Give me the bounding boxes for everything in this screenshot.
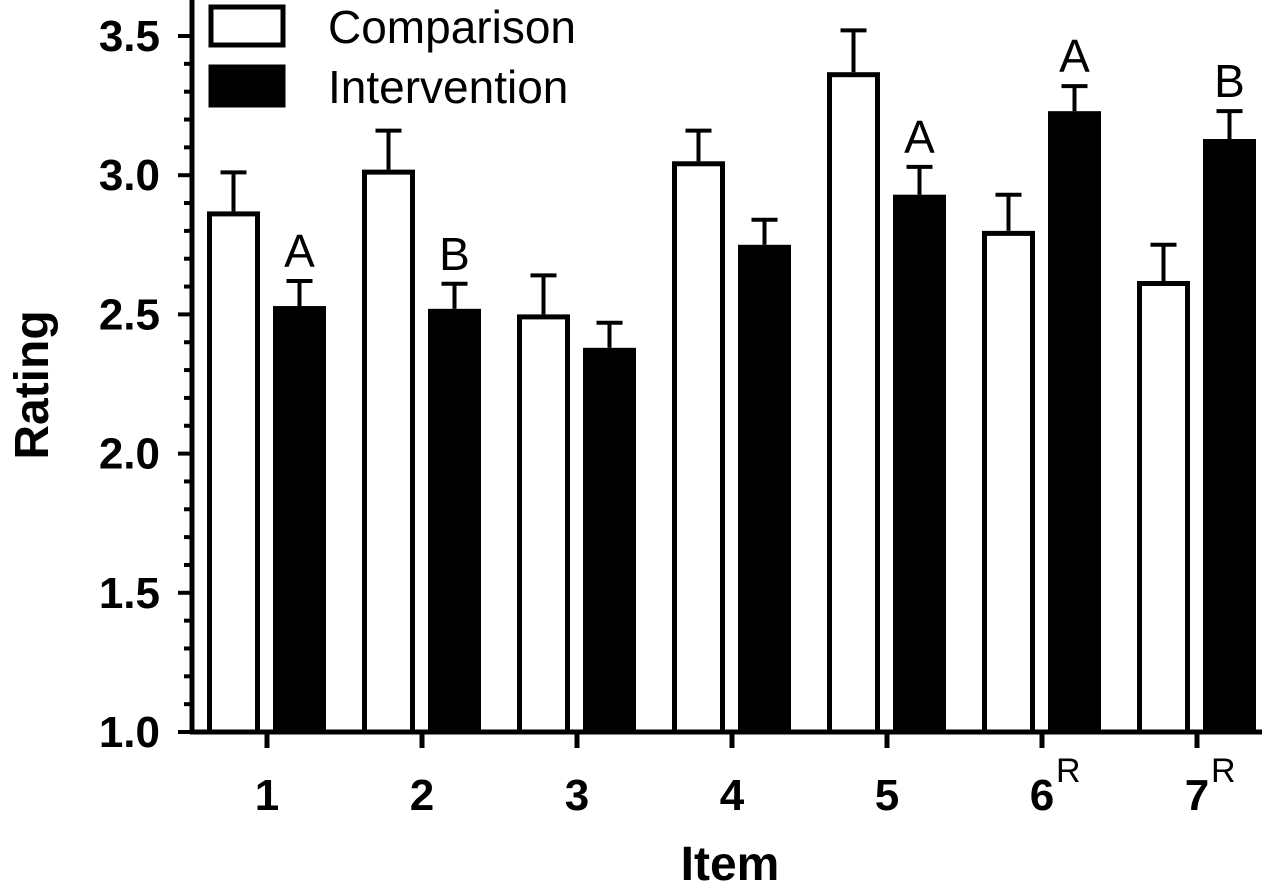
- bar-comparison-6: [982, 230, 1035, 735]
- bars: A B A A B: [207, 28, 1256, 735]
- x-tick-superscript-7: R: [1211, 752, 1236, 790]
- bar-comparison-2: [362, 169, 415, 735]
- axes: 1.01.52.02.53.03.51 2 3 4 5 6 R 7 R: [99, 0, 1262, 820]
- x-tick-label-2: 2: [410, 771, 434, 820]
- significance-label-6: A: [1059, 30, 1090, 82]
- x-tick-label-5: 5: [875, 771, 899, 820]
- x-tick-label-3: 3: [565, 771, 589, 820]
- x-tick-superscript-6: R: [1056, 752, 1081, 790]
- y-tick-label-3.5: 3.5: [99, 12, 160, 61]
- x-axis-title: Item: [681, 838, 780, 890]
- bar-intervention-1: [273, 306, 326, 735]
- x-tick-label-6: 6: [1030, 771, 1054, 820]
- bar-intervention-6: [1048, 111, 1101, 735]
- bar-comparison-4: [672, 161, 725, 735]
- bar-intervention-3: [583, 347, 636, 735]
- y-tick-label-1.5: 1.5: [99, 569, 160, 618]
- significance-label-1: A: [284, 225, 315, 277]
- significance-label-7: B: [1214, 55, 1245, 107]
- x-tick-label-4: 4: [720, 771, 745, 820]
- bar-comparison-7: [1137, 280, 1190, 735]
- legend-swatch-comparison: [208, 4, 286, 48]
- x-tick-label-7: 7: [1185, 771, 1209, 820]
- y-tick-label-2.5: 2.5: [99, 290, 160, 339]
- significance-label-5: A: [904, 111, 935, 163]
- bar-comparison-1: [207, 211, 260, 735]
- legend-swatch-intervention: [208, 64, 286, 108]
- significance-label-2: B: [439, 228, 470, 280]
- bar-intervention-7: [1203, 139, 1256, 735]
- bar-intervention-4: [738, 244, 791, 735]
- y-axis-title: Rating: [6, 310, 59, 459]
- y-tick-label-3.0: 3.0: [99, 151, 160, 200]
- y-tick-label-1.0: 1.0: [99, 708, 160, 757]
- legend: Comparison Intervention: [208, 1, 576, 113]
- bar-comparison-5: [827, 72, 880, 735]
- x-tick-label-1: 1: [255, 771, 279, 820]
- bar-intervention-2: [428, 308, 481, 735]
- legend-label-intervention: Intervention: [328, 61, 568, 113]
- y-tick-label-2.0: 2.0: [99, 430, 160, 479]
- legend-label-comparison: Comparison: [328, 1, 576, 53]
- bar-comparison-3: [517, 314, 570, 735]
- bar-intervention-5: [893, 194, 946, 735]
